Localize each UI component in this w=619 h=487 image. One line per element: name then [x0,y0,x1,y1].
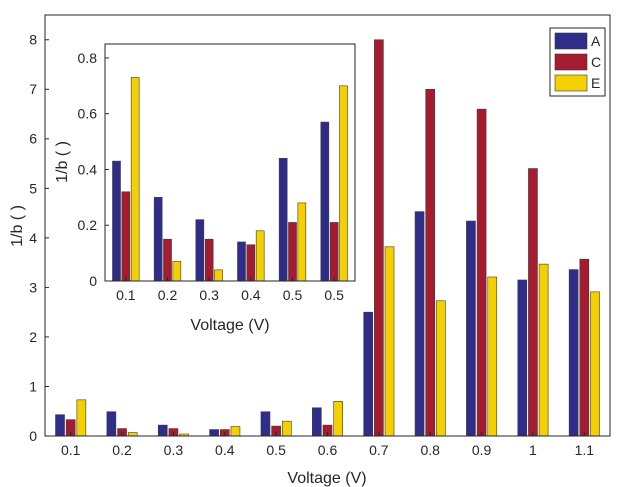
main-y-tick-label: 1 [29,378,37,394]
inset-bar-c-2 [204,238,214,282]
inset-bar-c-0 [121,191,131,282]
inset-bar-e-1 [172,261,182,282]
inset-plot-frame [104,43,356,282]
inset-y-tick-label: 0.8 [78,50,98,66]
inset-chart: 0 0.2 0.4 0.6 0.8 0.1 0.2 0.3 0.4 0.5 0.5 Voltage… [54,22,360,340]
main-y-axis: 0 1 2 3 4 5 6 7 8 [29,32,49,444]
main-bar-a-8 [466,220,476,437]
legend-label-c: C [591,54,601,70]
inset-y-tick-label: 0 [89,273,97,289]
main-x-tick-label: 0.8 [420,442,440,458]
inset-bar-c-4 [288,222,297,282]
main-bar-c-9 [528,168,538,437]
main-bar-e-8 [487,276,498,437]
inset-y-tick-label: 0.6 [78,106,98,122]
legend-swatch-c [554,53,588,71]
main-x-tick-label: 0.5 [266,442,286,458]
main-y-tick-label: 6 [29,131,37,147]
main-x-tick-label: 0.9 [472,442,492,458]
main-bar-e-6 [384,246,395,437]
inset-x-tick-label: 0.3 [199,287,219,303]
inset-x-tick-label: 0.2 [158,287,178,303]
main-bar-a-2 [157,424,168,437]
main-bar-e-4 [281,420,292,437]
main-bar-e-9 [538,263,549,437]
main-bar-c-10 [579,258,590,437]
inset-x-tick-label: 0.5 [324,287,344,303]
legend-items: ACE [554,32,601,92]
main-x-axis: 0.1 0.2 0.3 0.4 0.5 0.6 0.7 0.8 0.9 1 1.1 [61,432,594,458]
legend-swatch-e [554,74,588,92]
main-x-tick-label: 0.3 [164,442,184,458]
inset-x-axis-label: Voltage (V) [190,317,269,334]
main-bar-e-0 [76,399,87,437]
inset-bar-a-1 [153,197,163,282]
main-bar-e-7 [436,300,446,437]
main-y-tick-label: 7 [29,81,37,97]
main-y-tick-label: 8 [29,32,37,48]
legend-label-a: A [591,33,601,49]
inset-y-tick-label: 0.4 [78,161,98,177]
main-bar-a-10 [568,269,579,437]
main-bar-e-5 [333,401,343,437]
main-bar-a-1 [106,411,117,437]
main-x-tick-label: 0.7 [369,442,389,458]
main-x-tick-label: 0.1 [61,442,81,458]
inset-bar-a-4 [278,158,288,282]
main-x-tick-label: 1.1 [575,442,595,458]
inset-bar-e-0 [130,77,140,282]
inset-bar-c-3 [246,244,256,282]
main-x-tick-label: 1 [529,442,537,458]
inset-x-axis: 0.1 0.2 0.3 0.4 0.5 0.5 [116,277,344,303]
inset-x-tick-label: 0.5 [283,287,303,303]
inset-y-axis-label: 1/b ( ) [54,141,71,183]
inset-bar-e-5 [339,85,348,282]
inset-bar-c-5 [329,222,339,282]
main-bar-a-4 [260,411,271,437]
main-x-axis-label: Voltage (V) [287,470,366,487]
inset-bar-a-0 [112,160,121,282]
inset-bar-e-2 [214,269,223,282]
main-x-tick-label: 0.2 [112,442,132,458]
inset-bar-a-3 [237,241,246,282]
main-bar-a-5 [312,407,322,437]
main-bar-a-6 [363,311,374,437]
inset-x-tick-label: 0.4 [241,287,261,303]
legend: ACE [549,27,606,97]
inset-y-axis: 0 0.2 0.4 0.6 0.8 [78,50,109,289]
inset-bar-a-2 [195,219,205,282]
main-bar-a-7 [414,211,425,437]
inset-y-tick-label: 0.2 [78,217,98,233]
main-bar-a-3 [209,429,219,437]
main-bars [55,39,600,437]
main-y-tick-label: 4 [29,230,37,246]
main-y-tick-label: 5 [29,180,37,196]
main-x-tick-label: 0.6 [318,442,338,458]
main-y-tick-label: 3 [29,279,37,295]
main-bar-a-0 [55,414,65,437]
main-y-tick-label: 0 [29,428,37,444]
legend-label-e: E [591,75,600,91]
main-y-tick-label: 2 [29,329,37,345]
inset-bar-a-5 [320,121,330,282]
main-bar-e-1 [127,432,138,437]
inset-bar-e-4 [297,202,307,282]
inset-plot-area [105,44,355,281]
main-bar-e-10 [590,291,600,437]
main-bar-c-6 [374,39,384,437]
main-y-axis-label: 1/b ( ) [9,205,26,247]
legend-swatch-a [554,32,588,50]
main-x-tick-label: 0.4 [215,442,235,458]
inset-x-tick-label: 0.1 [116,287,136,303]
main-bar-a-9 [517,279,528,437]
inset-bar-e-3 [255,230,265,282]
inset-bar-c-1 [163,238,172,282]
main-bar-c-8 [476,108,487,437]
main-bar-e-3 [230,426,241,437]
main-bar-c-7 [425,88,436,437]
